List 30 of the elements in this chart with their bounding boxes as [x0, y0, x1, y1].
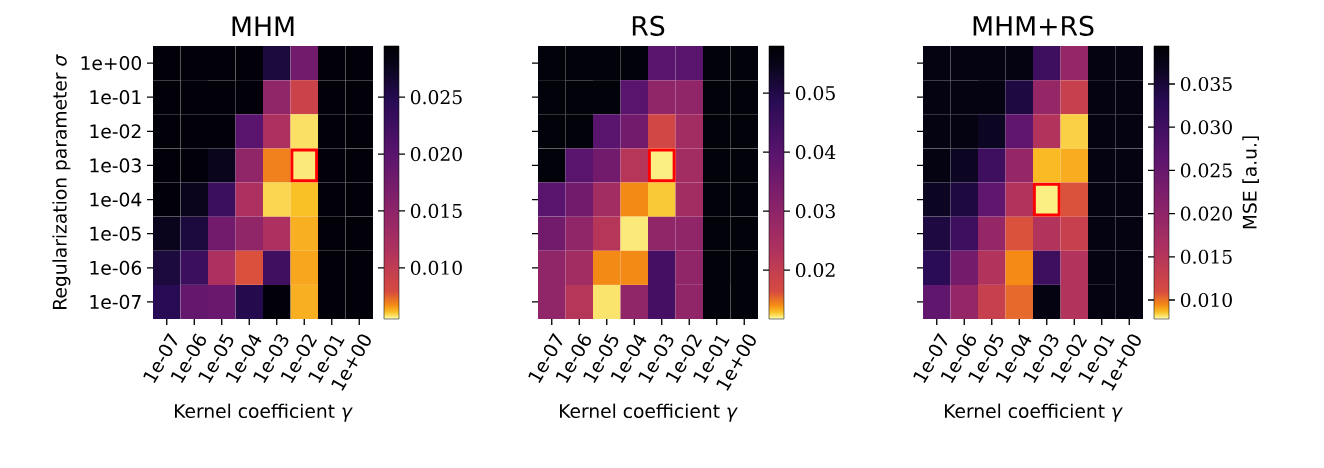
- y-tick-label: 1e-06: [90, 260, 142, 275]
- y-tick-label: 1e-05: [90, 226, 141, 241]
- y-tick-label: 1e-07: [90, 294, 141, 310]
- x-axis-title: Kernel coefficient γ: [560, 403, 738, 422]
- color-bar-label: 0.025: [410, 90, 462, 105]
- y-tick-label: 1e-03: [90, 158, 141, 173]
- color-bar-label: 0.04: [795, 145, 836, 160]
- x-axis-title: Kernel coefficient γ: [175, 403, 353, 422]
- y-axis-title: Regularization parameter σ: [52, 54, 71, 309]
- color-bar-label: 0.015: [410, 203, 462, 218]
- color-bar-label: 0.05: [795, 86, 835, 101]
- color-bar-label: 0.010: [410, 260, 462, 275]
- color-bar-label: 0.02: [795, 262, 835, 278]
- y-tick-label: 1e-02: [90, 124, 141, 139]
- color-bar-label: 0.035: [1180, 76, 1232, 92]
- y-tick-label: 1e-04: [90, 192, 142, 207]
- color-bar-label: 0.010: [1180, 292, 1232, 308]
- color-bar-title: MSE [a.u.]: [1242, 136, 1259, 229]
- chart-title: RS: [632, 15, 665, 36]
- color-bar-label: 0.03: [795, 204, 835, 219]
- color-bar-label: 0.020: [1180, 206, 1232, 221]
- color-bar-label: 0.025: [1180, 163, 1232, 178]
- y-tick-label: 1e-01: [90, 90, 141, 105]
- chart-title: MHM: [232, 16, 294, 36]
- chart-title: MHM+RS: [973, 15, 1094, 36]
- color-bar-label: 0.020: [410, 146, 462, 162]
- y-tick-label: 1e+00: [81, 55, 142, 71]
- color-bar-label: 0.015: [1180, 249, 1232, 264]
- color-bar-label: 0.030: [1180, 120, 1232, 135]
- x-axis-title: Kernel coefficient γ: [945, 403, 1123, 422]
